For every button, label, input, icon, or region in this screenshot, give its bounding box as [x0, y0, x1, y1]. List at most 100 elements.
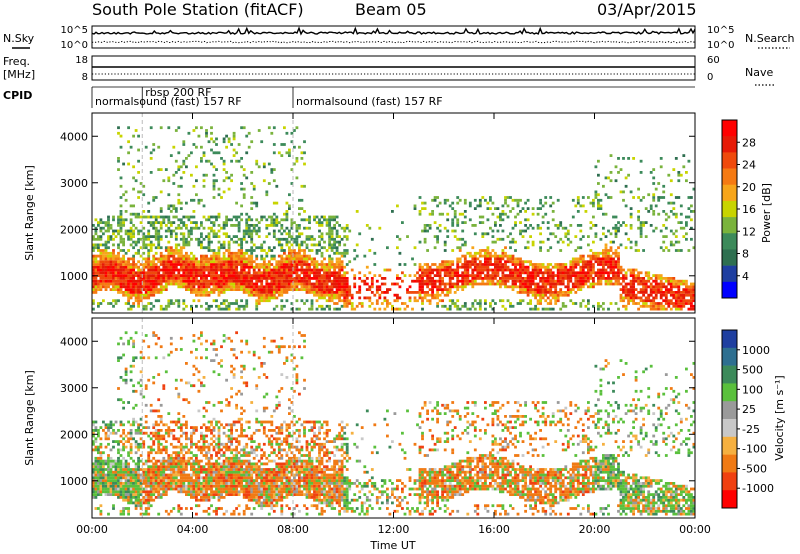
velocity-cell — [137, 498, 141, 502]
power-cell — [272, 218, 276, 222]
power-cell — [617, 282, 620, 286]
power-cell — [448, 291, 452, 294]
power-cell — [544, 288, 548, 291]
power-cell — [456, 274, 460, 277]
power-cell — [97, 268, 100, 272]
power-cell — [546, 274, 550, 277]
power-cell — [494, 271, 497, 275]
power-cell — [539, 271, 543, 275]
power-cell — [511, 207, 515, 210]
power-cell — [92, 243, 95, 247]
power-cell — [222, 254, 226, 258]
power-cell — [584, 265, 588, 269]
velocity-cell — [129, 336, 133, 340]
power-cell — [217, 212, 221, 216]
power-cell — [466, 263, 470, 266]
power-cell — [446, 288, 450, 291]
velocity-cell — [142, 490, 146, 494]
power-cell — [592, 224, 595, 227]
velocity-cell — [142, 498, 146, 502]
velocity-cell — [139, 490, 143, 494]
power-cell — [202, 215, 206, 219]
power-cell — [300, 198, 304, 202]
power-cell — [446, 265, 450, 269]
power-cell — [260, 246, 264, 250]
velocity-cell — [129, 431, 133, 435]
power-cell — [134, 293, 138, 297]
power-cell — [516, 268, 520, 272]
power-cell — [687, 196, 691, 199]
power-cell — [612, 271, 615, 275]
power-cell — [471, 304, 475, 308]
power-cell — [471, 257, 475, 261]
power-cell — [252, 249, 256, 252]
power-cell — [197, 198, 201, 202]
power-cell — [265, 285, 269, 289]
power-cell — [431, 268, 435, 272]
power-cell — [227, 246, 231, 250]
power-cell — [152, 277, 156, 280]
power-cell — [152, 293, 156, 297]
power-cell — [456, 282, 460, 286]
power-cell — [592, 265, 595, 269]
power-cell — [142, 215, 146, 219]
power-cell — [639, 226, 643, 230]
power-cell — [290, 237, 294, 241]
power-cell — [632, 282, 636, 286]
velocity-cell — [134, 462, 138, 466]
velocity-cell — [94, 507, 98, 510]
power-cell — [569, 265, 573, 269]
power-cell — [187, 277, 191, 280]
velocity-cell — [142, 356, 146, 360]
power-cell — [592, 282, 595, 286]
power-cell — [456, 288, 460, 291]
velocity-cell — [114, 484, 118, 488]
power-cell — [303, 260, 306, 264]
power-cell — [672, 168, 676, 171]
velocity-cell — [109, 462, 113, 466]
velocity-cell — [94, 448, 98, 452]
power-cell — [187, 268, 191, 272]
power-cell — [579, 302, 583, 305]
power-cell — [443, 226, 447, 230]
power-cell — [315, 277, 319, 280]
power-cell — [549, 271, 553, 275]
power-cell — [624, 176, 628, 180]
power-cell — [119, 274, 123, 277]
power-cell — [539, 268, 543, 272]
power-cell — [597, 279, 600, 283]
power-cell — [569, 291, 573, 294]
power-cell — [682, 279, 686, 283]
noise-left-label: N.Sky — [3, 32, 35, 45]
power-cell — [210, 282, 213, 286]
power-cell — [687, 249, 691, 252]
power-cell — [295, 235, 299, 238]
power-cell — [172, 251, 176, 255]
power-cell — [504, 196, 507, 199]
power-cell — [323, 268, 326, 272]
power-cell — [162, 271, 166, 275]
power-cell — [225, 288, 229, 291]
power-cell — [478, 201, 482, 205]
power-cell — [280, 277, 284, 280]
power-cell — [267, 282, 271, 286]
power-cell — [137, 268, 141, 272]
power-cell — [127, 263, 131, 266]
power-cell — [137, 215, 141, 219]
power-cell — [456, 260, 460, 264]
power-cell — [129, 279, 133, 283]
power-cell — [609, 154, 613, 157]
power-cell — [315, 285, 319, 289]
power-cell — [579, 282, 583, 286]
power-cell — [92, 237, 95, 241]
velocity-cell — [132, 482, 136, 485]
power-cell — [325, 282, 329, 286]
power-cell — [574, 265, 578, 269]
power-cell — [305, 237, 309, 241]
power-cell — [277, 293, 281, 297]
power-cell — [154, 257, 158, 261]
power-cell — [396, 296, 399, 300]
power-cell — [119, 291, 123, 294]
power-cell — [187, 215, 191, 219]
power-cell — [484, 249, 487, 252]
